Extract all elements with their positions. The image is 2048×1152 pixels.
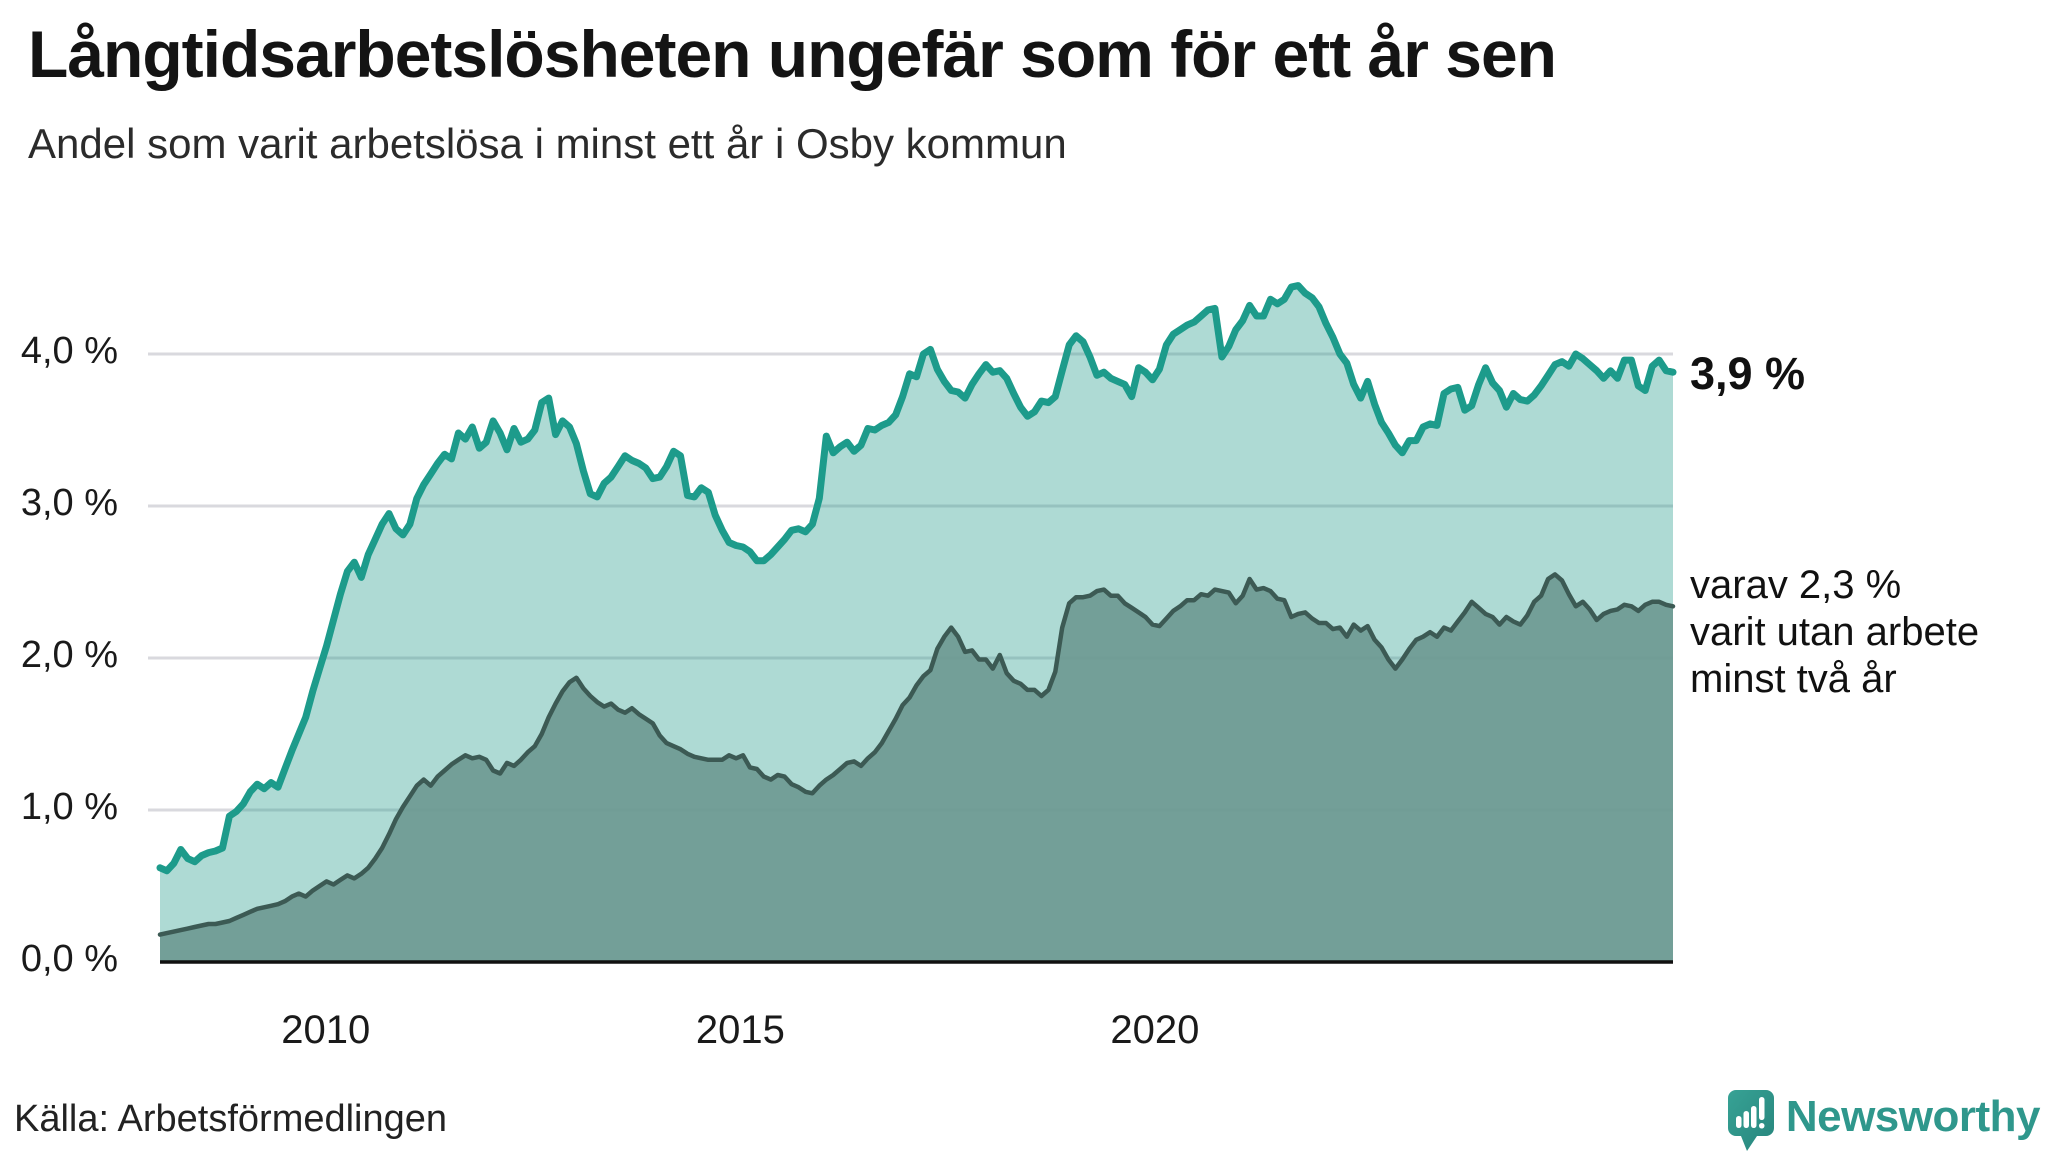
last-value-label: 3,9 % bbox=[1690, 348, 1806, 399]
secondary-series-label-line: varit utan arbete bbox=[1690, 610, 1980, 654]
newsworthy-logo-icon bbox=[1727, 1090, 1776, 1152]
y-tick-label: 1,0 % bbox=[20, 786, 118, 828]
y-tick-label: 3,0 % bbox=[20, 482, 118, 524]
newsworthy-logo-text: Newsworthy bbox=[1785, 1092, 2041, 1141]
newsworthy-logo: Newsworthy bbox=[1727, 1090, 2041, 1152]
x-tick-label: 2015 bbox=[695, 1008, 785, 1052]
page-title: Långtidsarbetslösheten ungefär som för e… bbox=[28, 17, 1557, 91]
x-tick-label: 2020 bbox=[1110, 1008, 1200, 1052]
secondary-series-label-line: varav 2,3 % bbox=[1690, 563, 1902, 607]
source-credit: Källa: Arbetsförmedlingen bbox=[14, 1098, 448, 1140]
page-subtitle: Andel som varit arbetslösa i minst ett å… bbox=[28, 120, 1067, 167]
secondary-series-label-line: minst två år bbox=[1690, 657, 1897, 701]
y-tick-label: 0,0 % bbox=[20, 938, 118, 980]
y-tick-label: 2,0 % bbox=[20, 634, 118, 676]
secondary-series-label: varav 2,3 % varit utan arbete minst två år bbox=[1690, 562, 1979, 703]
y-tick-label: 4,0 % bbox=[20, 330, 118, 372]
x-tick-label: 2010 bbox=[281, 1008, 371, 1052]
